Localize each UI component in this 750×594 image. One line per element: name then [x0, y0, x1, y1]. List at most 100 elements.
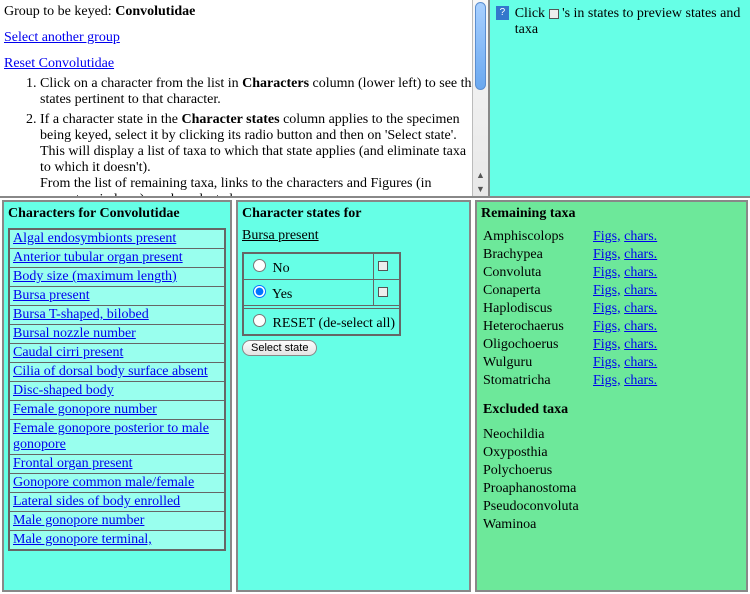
preview-square-icon[interactable] [378, 261, 388, 271]
select-state-button[interactable]: Select state [242, 340, 317, 356]
chars-link[interactable]: chars. [624, 283, 657, 298]
table-row: Bursal nozzle number [9, 325, 225, 344]
character-link[interactable]: Bursal nozzle number [13, 326, 136, 341]
reset-link[interactable]: Reset Convolutidae [4, 56, 114, 71]
preview-square-icon[interactable] [378, 287, 388, 297]
character-link[interactable]: Cilia of dorsal body surface absent [13, 364, 208, 379]
character-cell: Male gonopore terminal, [9, 531, 225, 551]
taxon-name: Amphiscolops [483, 229, 593, 245]
table-row: Caudal cirri present [9, 344, 225, 363]
table-row: Bursa T-shaped, bilobed [9, 306, 225, 325]
states-title: Character states for [242, 206, 465, 222]
character-link[interactable]: Anterior tubular organ present [13, 250, 183, 265]
states-panel: Character states for Bursa present No Ye… [236, 200, 471, 592]
figs-link[interactable]: Figs, [593, 319, 621, 334]
taxon-name: Haplodiscus [483, 301, 593, 317]
states-table: No Yes RESET (de-select all) [242, 252, 401, 336]
select-another-link[interactable]: Select another group [4, 30, 120, 45]
figs-link[interactable]: Figs, [593, 355, 621, 370]
table-row: Cilia of dorsal body surface absent [9, 363, 225, 382]
figs-link[interactable]: Figs, [593, 229, 621, 244]
scroll-down-icon[interactable]: ▼ [473, 182, 488, 196]
figs-link[interactable]: Figs, [593, 265, 621, 280]
scrollbar-thumb[interactable] [475, 2, 486, 90]
character-cell: Male gonopore number [9, 512, 225, 531]
figs-link[interactable]: Figs, [593, 301, 621, 316]
character-cell: Female gonopore posterior to male gonopo… [9, 420, 225, 455]
character-link[interactable]: Female gonopore posterior to male gonopo… [13, 421, 209, 452]
character-cell: Disc-shaped body [9, 382, 225, 401]
table-row: Frontal organ present [9, 455, 225, 474]
character-link[interactable]: Bursa present [13, 288, 90, 303]
chars-link[interactable]: chars. [624, 373, 657, 388]
taxon-name: Stomatricha [483, 373, 593, 389]
character-link[interactable]: Female gonopore number [13, 402, 157, 417]
chars-link[interactable]: chars. [624, 301, 657, 316]
taxon-name: Heterochaerus [483, 319, 593, 335]
character-link[interactable]: Male gonopore terminal, [13, 532, 152, 547]
remaining-taxon-row: StomatrichaFigs, chars. [481, 372, 742, 390]
chars-link[interactable]: chars. [624, 229, 657, 244]
table-row: Gonopore common male/female [9, 474, 225, 493]
help-icon[interactable]: ? [496, 6, 509, 20]
characters-title: Characters for Convolutidae [8, 206, 226, 222]
chars-link[interactable]: chars. [624, 319, 657, 334]
state-radio[interactable] [253, 285, 266, 298]
state-label-cell: No [243, 253, 373, 280]
remaining-taxon-row: AmphiscolopsFigs, chars. [481, 228, 742, 246]
table-row: Male gonopore number [9, 512, 225, 531]
current-character: Bursa present [242, 228, 319, 243]
figs-link[interactable]: Figs, [593, 283, 621, 298]
character-link[interactable]: Algal endosymbionts present [13, 231, 176, 246]
state-preview-cell [373, 280, 400, 306]
character-cell: Bursal nozzle number [9, 325, 225, 344]
scroll-up-icon[interactable]: ▲ [473, 168, 488, 182]
state-option-row: No [243, 253, 400, 280]
help-pane: ? Click 's in states to preview states a… [488, 0, 750, 196]
taxon-name: Conaperta [483, 283, 593, 299]
taxa-panel: Remaining taxa AmphiscolopsFigs, chars.B… [475, 200, 748, 592]
instructions-pane: Group to be keyed: Convolutidae Select a… [0, 0, 488, 196]
chars-link[interactable]: chars. [624, 355, 657, 370]
taxon-name: Wulguru [483, 355, 593, 371]
preview-square-icon [549, 9, 559, 19]
character-cell: Algal endosymbionts present [9, 229, 225, 249]
instruction-item: If a character state in the Character st… [40, 112, 480, 196]
remaining-taxon-row: HaplodiscusFigs, chars. [481, 300, 742, 318]
taxon-name: Oligochoerus [483, 337, 593, 353]
chars-link[interactable]: chars. [624, 247, 657, 262]
scrollbar[interactable]: ▲ ▼ [472, 0, 488, 196]
figs-link[interactable]: Figs, [593, 337, 621, 352]
character-link[interactable]: Caudal cirri present [13, 345, 123, 360]
instruction-list: Click on a character from the list in Ch… [4, 76, 480, 196]
taxon-name: Convoluta [483, 265, 593, 281]
table-row: Lateral sides of body enrolled [9, 493, 225, 512]
character-cell: Bursa present [9, 287, 225, 306]
excluded-taxon: Neochildia [481, 426, 742, 444]
table-row: Algal endosymbionts present [9, 229, 225, 249]
excluded-title: Excluded taxa [483, 402, 740, 418]
chars-link[interactable]: chars. [624, 337, 657, 352]
reset-radio[interactable] [253, 314, 266, 327]
character-cell: Anterior tubular organ present [9, 249, 225, 268]
character-cell: Caudal cirri present [9, 344, 225, 363]
excluded-taxon: Pseudoconvoluta [481, 498, 742, 516]
character-link[interactable]: Bursa T-shaped, bilobed [13, 307, 149, 322]
character-link[interactable]: Frontal organ present [13, 456, 133, 471]
figs-link[interactable]: Figs, [593, 373, 621, 388]
figs-link[interactable]: Figs, [593, 247, 621, 262]
character-link[interactable]: Male gonopore number [13, 513, 144, 528]
character-link[interactable]: Gonopore common male/female [13, 475, 194, 490]
character-link[interactable]: Disc-shaped body [13, 383, 114, 398]
state-preview-cell [373, 253, 400, 280]
character-link[interactable]: Body size (maximum length) [13, 269, 177, 284]
state-radio[interactable] [253, 259, 266, 272]
remaining-title: Remaining taxa [481, 206, 742, 222]
chars-link[interactable]: chars. [624, 265, 657, 280]
remaining-taxon-row: ConvolutaFigs, chars. [481, 264, 742, 282]
character-cell: Cilia of dorsal body surface absent [9, 363, 225, 382]
character-cell: Female gonopore number [9, 401, 225, 420]
remaining-taxon-row: HeterochaerusFigs, chars. [481, 318, 742, 336]
character-link[interactable]: Lateral sides of body enrolled [13, 494, 180, 509]
excluded-taxon: Oxyposthia [481, 444, 742, 462]
